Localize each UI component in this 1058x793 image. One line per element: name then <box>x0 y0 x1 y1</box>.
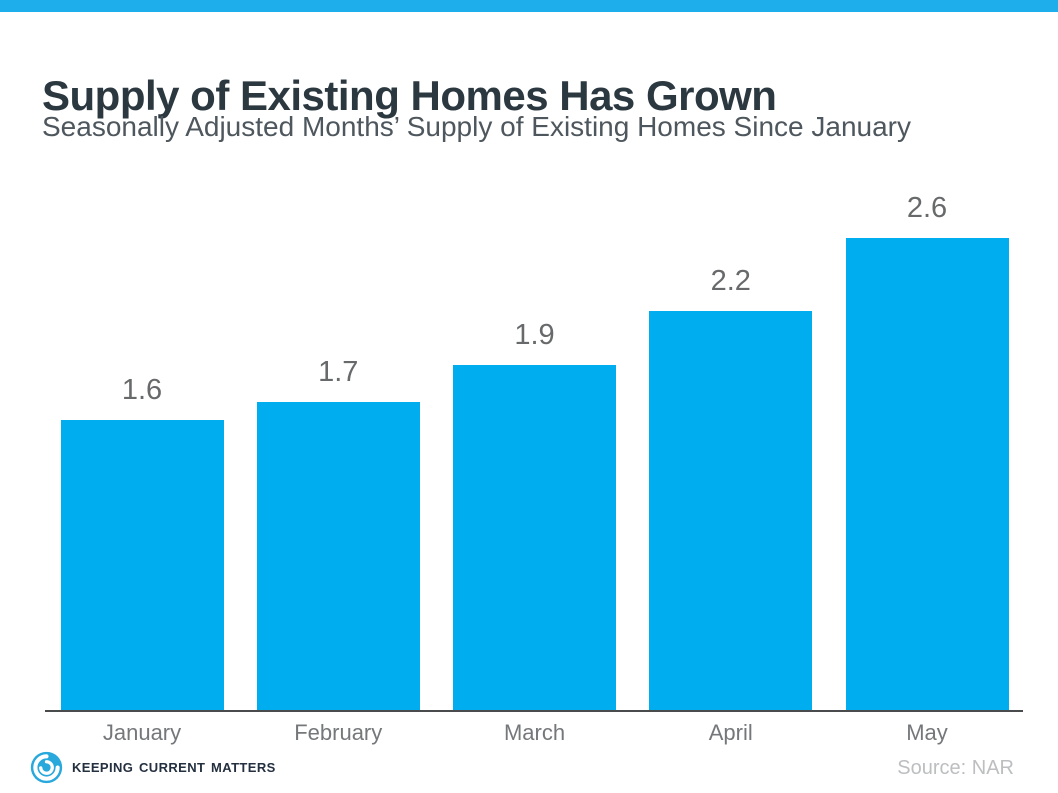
bar-value-label-april: 2.2 <box>710 265 751 297</box>
bar-february <box>256 402 420 711</box>
x-tick-label-january: January <box>102 720 182 745</box>
bar-may <box>845 238 1009 711</box>
bar-january <box>60 420 224 711</box>
bar-april <box>649 311 813 711</box>
x-axis-line <box>45 710 1023 712</box>
brand-name: Keeping Current Matters <box>72 756 276 777</box>
bar-value-label-january: 1.6 <box>121 374 163 406</box>
x-tick-label-march: March <box>503 720 566 745</box>
x-tick-label-april: April <box>708 720 753 745</box>
kcm-swirl-icon <box>30 751 63 783</box>
kcm-logo: Keeping Current Matters <box>30 749 276 785</box>
bar-value-label-february: 1.7 <box>318 356 359 388</box>
bar-value-label-may: 2.6 <box>906 192 948 224</box>
x-tick-label-february: February <box>294 720 383 745</box>
bar-value-label-march: 1.9 <box>514 319 555 351</box>
x-tick-label-may: May <box>906 720 948 745</box>
top-accent-bar <box>0 0 1058 12</box>
bar-march <box>453 365 616 711</box>
page-subtitle: Seasonally Adjusted Months’ Supply of Ex… <box>42 111 911 142</box>
source-attribution: Source: NAR <box>897 757 1014 779</box>
page-title: Supply of Existing Homes Has Grown <box>42 72 777 120</box>
